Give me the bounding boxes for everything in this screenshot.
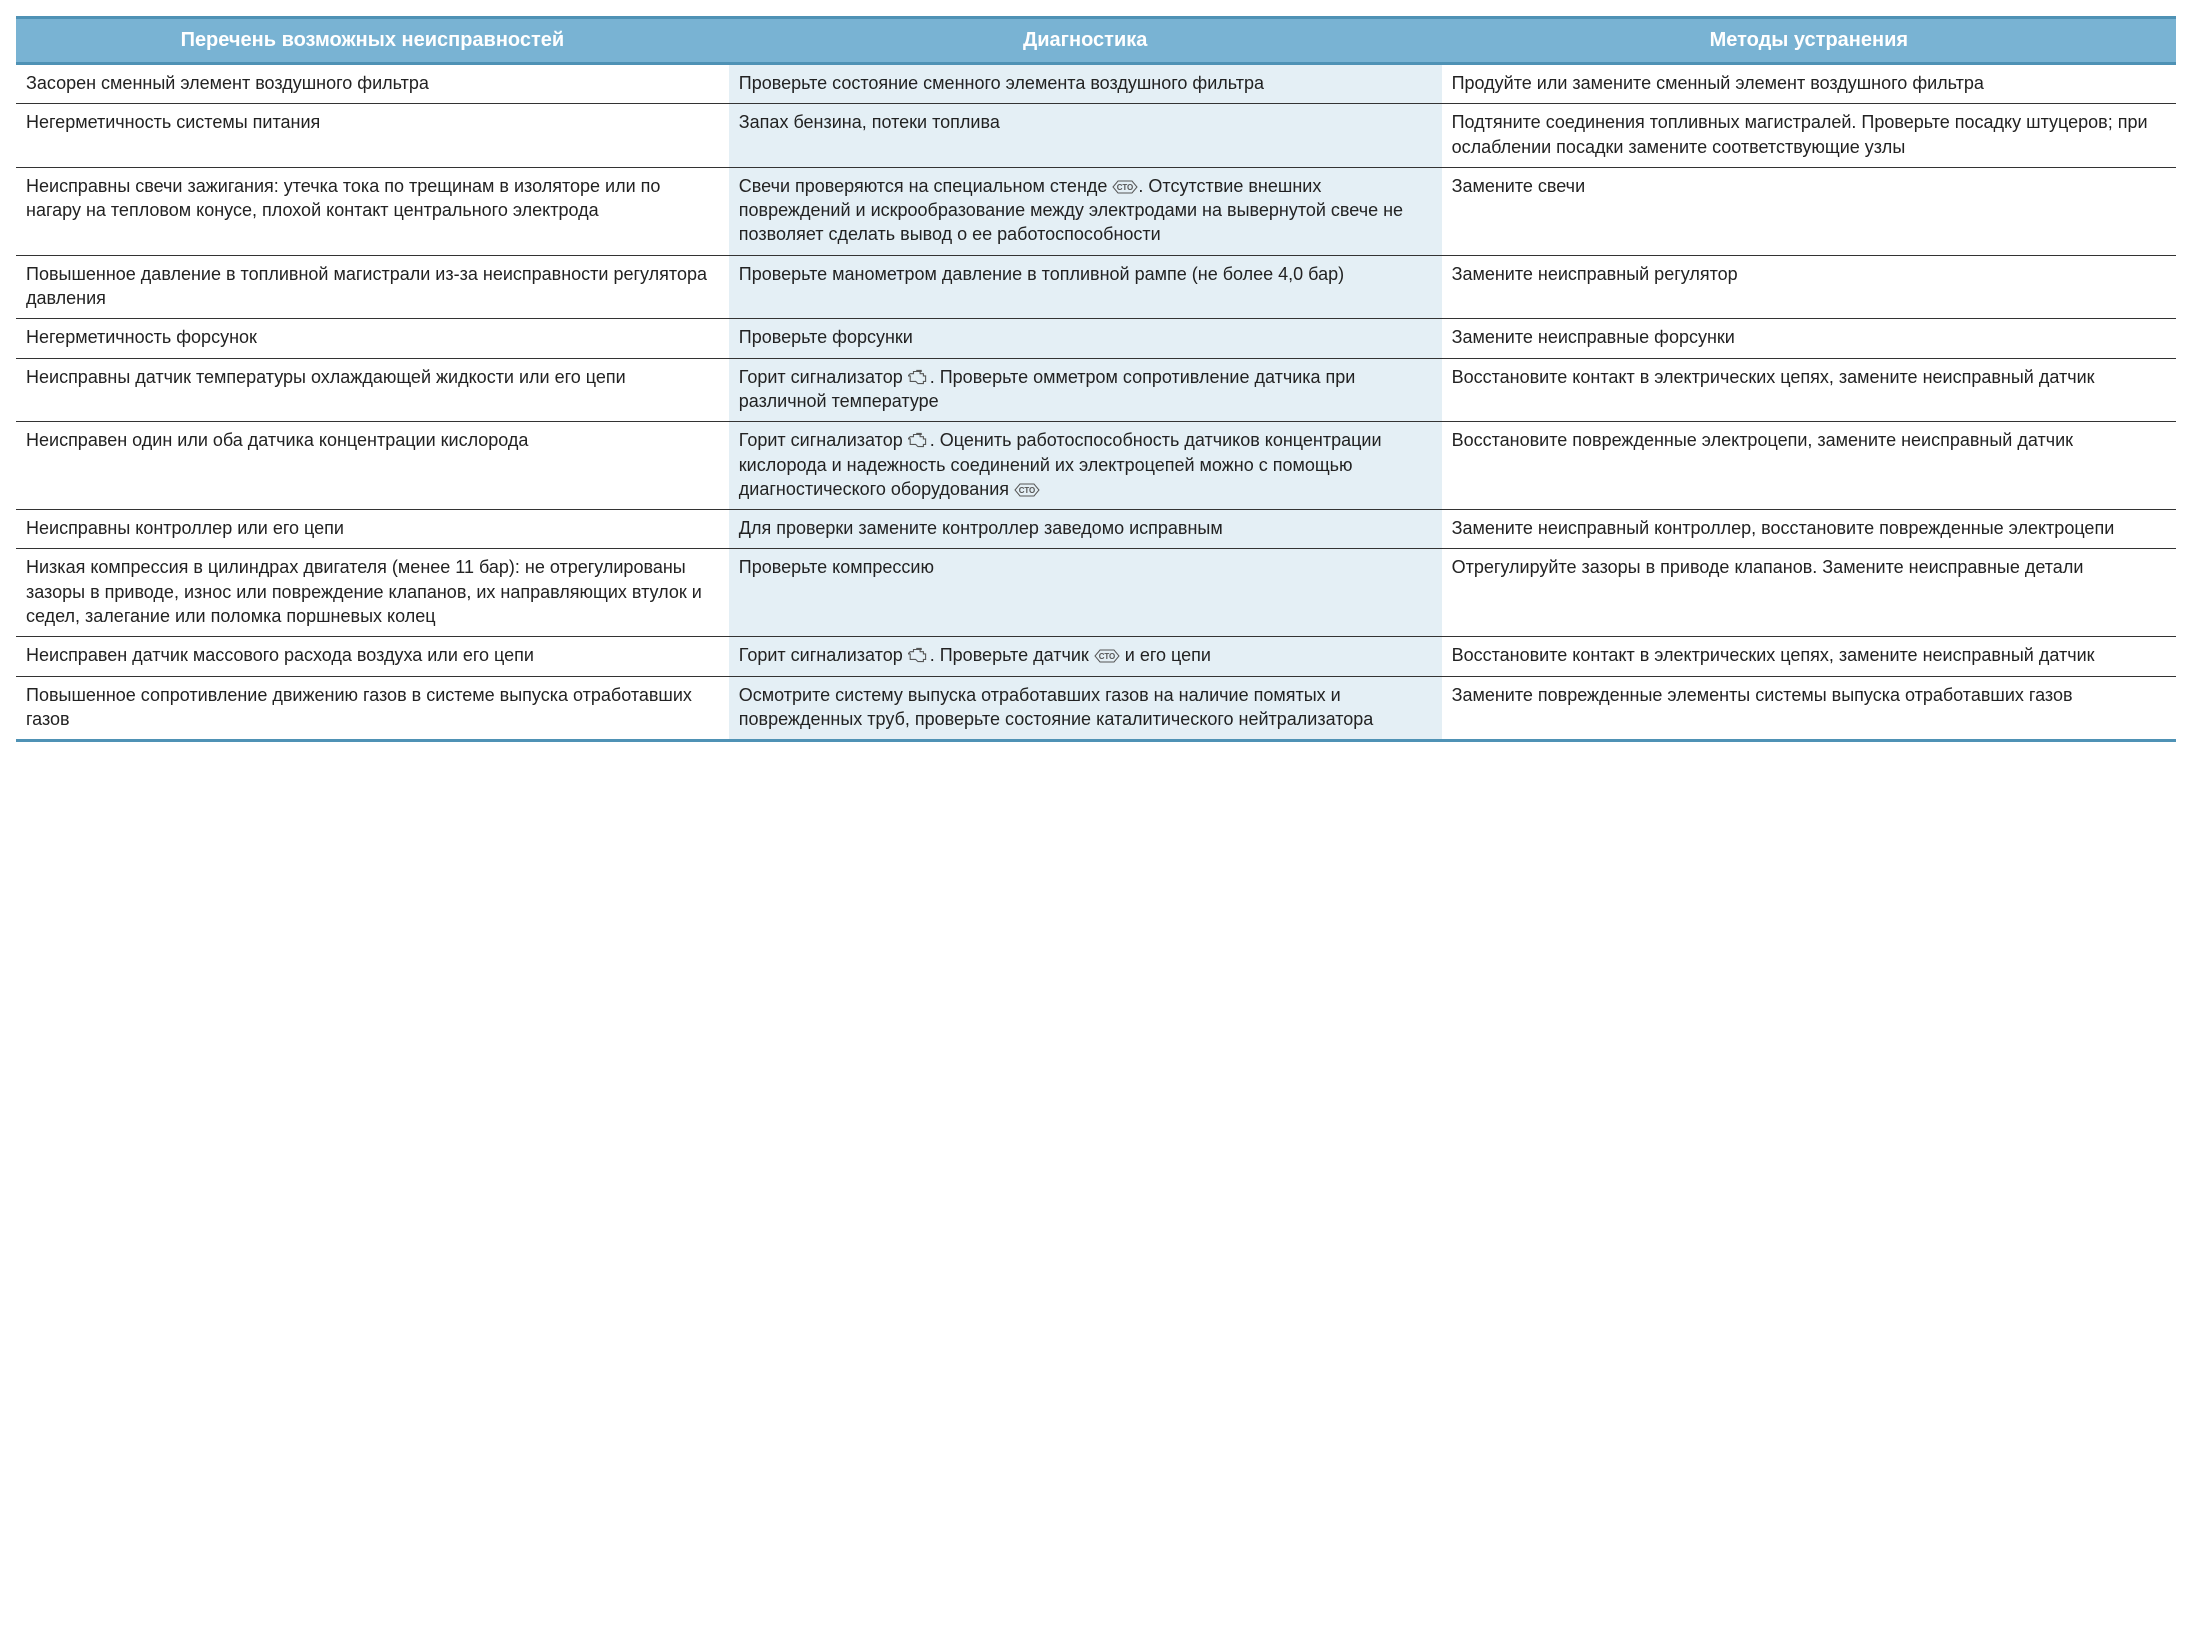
diagnostics-cell: Горит сигнализатор . Проверьте датчик и … — [729, 637, 1442, 676]
diagnostics-cell: Проверьте форсунки — [729, 319, 1442, 358]
engine-icon — [908, 430, 930, 446]
diagnostics-cell: Для проверки замените контроллер заведом… — [729, 510, 1442, 549]
fault-cell: Низкая компрессия в цилиндрах двигателя … — [16, 549, 729, 637]
col-header-diagnostics: Диагностика — [729, 18, 1442, 64]
fix-cell: Замените неисправный контроллер, восстан… — [1442, 510, 2176, 549]
engine-icon — [908, 645, 930, 661]
sto-icon — [1112, 176, 1138, 190]
diagnostics-cell: Проверьте состояние сменного элемента во… — [729, 64, 1442, 104]
diagnostics-cell: Проверьте манометром давление в топливно… — [729, 255, 1442, 319]
fix-cell: Восстановите поврежденные электроцепи, з… — [1442, 422, 2176, 510]
fault-cell: Засорен сменный элемент воздушного фильт… — [16, 64, 729, 104]
fault-cell: Неисправны контроллер или его цепи — [16, 510, 729, 549]
diag-text: Для проверки замените контроллер заведом… — [739, 518, 1223, 538]
diag-text: Горит сигнализатор — [739, 367, 908, 387]
table-body: Засорен сменный элемент воздушного фильт… — [16, 64, 2176, 741]
diag-text: Проверьте манометром давление в топливно… — [739, 264, 1344, 284]
col-header-fixes: Методы устранения — [1442, 18, 2176, 64]
fault-cell: Неисправны свечи зажигания: утечка тока … — [16, 167, 729, 255]
col-header-faults: Перечень возможных неисправностей — [16, 18, 729, 64]
table-row: Негерметичность форсунок Проверьте форсун… — [16, 319, 2176, 358]
diag-text: Проверьте компрессию — [739, 557, 934, 577]
fault-cell: Негерметичность форсунок — [16, 319, 729, 358]
fix-cell: Подтяните соединения топливных магистрал… — [1442, 104, 2176, 168]
diagnostics-cell: Свечи проверяются на специальном стенде … — [729, 167, 1442, 255]
diagnostics-cell: Горит сигнализатор . Оценить работоспосо… — [729, 422, 1442, 510]
table-row: Неисправны контроллер или его цепи Для пр… — [16, 510, 2176, 549]
sto-icon — [1094, 645, 1120, 659]
fault-cell: Неисправны датчик температуры охлаждающе… — [16, 358, 729, 422]
fix-cell: Замените неисправный регулятор — [1442, 255, 2176, 319]
fix-cell: Восстановите контакт в электрических цеп… — [1442, 637, 2176, 676]
table-row: Повышенное сопротивление движению газов … — [16, 676, 2176, 741]
fix-cell: Замените неисправные форсунки — [1442, 319, 2176, 358]
table-row: Неисправен датчик массового расхода возд… — [16, 637, 2176, 676]
diag-text: Запах бензина, потеки топлива — [739, 112, 1000, 132]
diagnostics-cell: Горит сигнализатор . Проверьте омметром … — [729, 358, 1442, 422]
fault-cell: Негерметичность системы питания — [16, 104, 729, 168]
diagnostics-cell: Запах бензина, потеки топлива — [729, 104, 1442, 168]
diag-text: Горит сигнализатор — [739, 645, 908, 665]
fault-cell: Повышенное сопротивление движению газов … — [16, 676, 729, 741]
troubleshooting-table: Перечень возможных неисправностей Диагно… — [16, 16, 2176, 742]
fault-cell: Неисправен один или оба датчика концентр… — [16, 422, 729, 510]
fix-cell: Восстановите контакт в электрических цеп… — [1442, 358, 2176, 422]
diag-text: Свечи проверяются на специальном стенде — [739, 176, 1113, 196]
fix-cell: Отрегулируйте зазоры в приводе клапанов.… — [1442, 549, 2176, 637]
fix-cell: Замените поврежденные элементы системы в… — [1442, 676, 2176, 741]
table-row: Неисправны датчик температуры охлаждающе… — [16, 358, 2176, 422]
fault-cell: Неисправен датчик массового расхода возд… — [16, 637, 729, 676]
table-row: Низкая компрессия в цилиндрах двигателя … — [16, 549, 2176, 637]
table-row: Неисправен один или оба датчика концентр… — [16, 422, 2176, 510]
diag-text: и его цепи — [1120, 645, 1211, 665]
diagnostics-cell: Осмотрите систему выпуска отработавших г… — [729, 676, 1442, 741]
table-row: Засорен сменный элемент воздушного фильт… — [16, 64, 2176, 104]
sto-icon — [1014, 479, 1040, 493]
engine-icon — [908, 367, 930, 383]
table-header-row: Перечень возможных неисправностей Диагно… — [16, 18, 2176, 64]
diag-text: Проверьте форсунки — [739, 327, 913, 347]
fix-cell: Замените свечи — [1442, 167, 2176, 255]
fault-cell: Повышенное давление в топливной магистра… — [16, 255, 729, 319]
table-row: Неисправны свечи зажигания: утечка тока … — [16, 167, 2176, 255]
fix-cell: Продуйте или замените сменный элемент во… — [1442, 64, 2176, 104]
table-row: Повышенное давление в топливной магистра… — [16, 255, 2176, 319]
diag-text: . Проверьте датчик — [930, 645, 1094, 665]
table-row: Негерметичность системы питания Запах бен… — [16, 104, 2176, 168]
diag-text: Проверьте состояние сменного элемента во… — [739, 73, 1264, 93]
diag-text: Осмотрите систему выпуска отработавших г… — [739, 685, 1374, 729]
diagnostics-cell: Проверьте компрессию — [729, 549, 1442, 637]
diag-text: Горит сигнализатор — [739, 430, 908, 450]
